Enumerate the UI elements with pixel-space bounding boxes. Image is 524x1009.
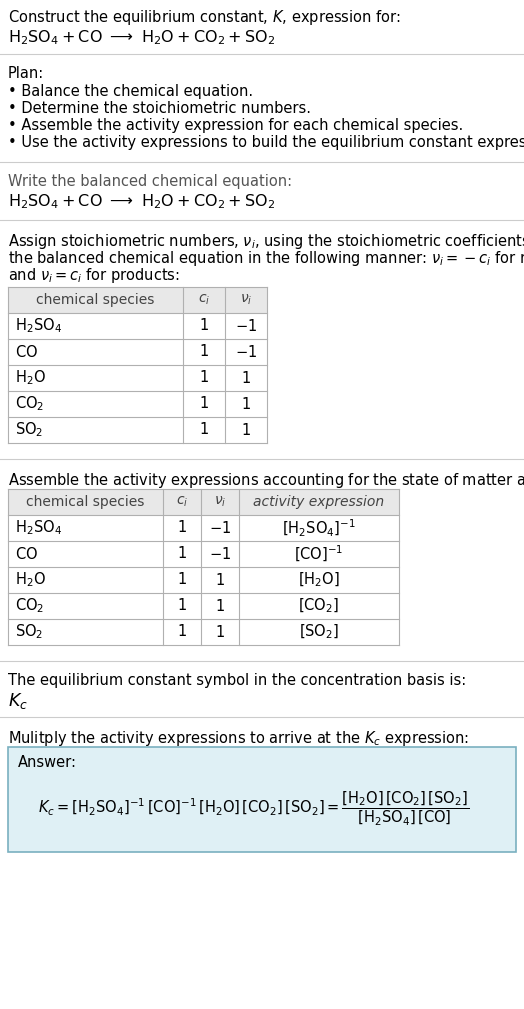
- Text: $-1$: $-1$: [209, 546, 231, 562]
- Text: 1: 1: [199, 319, 209, 334]
- Text: Assemble the activity expressions accounting for the state of matter and $\nu_i$: Assemble the activity expressions accoun…: [8, 471, 524, 490]
- Text: The equilibrium constant symbol in the concentration basis is:: The equilibrium constant symbol in the c…: [8, 673, 466, 688]
- Text: 1: 1: [178, 547, 187, 561]
- Text: $K_c$: $K_c$: [8, 691, 28, 711]
- Bar: [8, 567, 399, 593]
- Text: $1$: $1$: [215, 572, 225, 588]
- Text: $c_i$: $c_i$: [176, 494, 188, 510]
- Bar: [8, 593, 399, 619]
- Text: and $\nu_i = c_i$ for products:: and $\nu_i = c_i$ for products:: [8, 266, 180, 285]
- Text: $\mathrm{CO_2}$: $\mathrm{CO_2}$: [15, 596, 44, 615]
- Text: $1$: $1$: [215, 624, 225, 640]
- Text: $1$: $1$: [215, 598, 225, 614]
- Text: $\mathrm{CO_2}$: $\mathrm{CO_2}$: [15, 395, 44, 414]
- Text: $\mathrm{SO_2}$: $\mathrm{SO_2}$: [15, 421, 43, 439]
- Bar: [8, 417, 267, 443]
- Bar: [8, 619, 399, 645]
- Text: $1$: $1$: [241, 396, 251, 412]
- Text: activity expression: activity expression: [254, 495, 385, 509]
- Text: $\mathrm{H_2SO_4} + \mathrm{CO}\ \longrightarrow\ \mathrm{H_2O} + \mathrm{CO_2} : $\mathrm{H_2SO_4} + \mathrm{CO}\ \longri…: [8, 192, 275, 211]
- Text: • Balance the chemical equation.: • Balance the chemical equation.: [8, 84, 253, 99]
- Text: $[\mathrm{SO_2}]$: $[\mathrm{SO_2}]$: [299, 623, 339, 641]
- Text: $\mathrm{H_2O}$: $\mathrm{H_2O}$: [15, 368, 46, 387]
- Text: $1$: $1$: [241, 422, 251, 438]
- Bar: [8, 391, 267, 417]
- Text: $\mathrm{H_2SO_4} + \mathrm{CO}\ \longrightarrow\ \mathrm{H_2O} + \mathrm{CO_2} : $\mathrm{H_2SO_4} + \mathrm{CO}\ \longri…: [8, 28, 275, 46]
- Text: $\nu_i$: $\nu_i$: [240, 293, 252, 307]
- Text: • Determine the stoichiometric numbers.: • Determine the stoichiometric numbers.: [8, 101, 311, 116]
- Text: $\mathrm{H_2SO_4}$: $\mathrm{H_2SO_4}$: [15, 519, 62, 538]
- Text: 1: 1: [199, 344, 209, 359]
- Text: $[\mathrm{CO_2}]$: $[\mathrm{CO_2}]$: [299, 596, 340, 615]
- Text: $\mathrm{CO}$: $\mathrm{CO}$: [15, 344, 38, 360]
- Text: • Assemble the activity expression for each chemical species.: • Assemble the activity expression for e…: [8, 118, 463, 133]
- Text: the balanced chemical equation in the following manner: $\nu_i = -c_i$ for react: the balanced chemical equation in the fo…: [8, 249, 524, 268]
- Text: $[\mathrm{H_2O}]$: $[\mathrm{H_2O}]$: [298, 571, 340, 589]
- Text: $[\mathrm{H_2SO_4}]^{-1}$: $[\mathrm{H_2SO_4}]^{-1}$: [282, 518, 356, 539]
- Bar: [8, 287, 267, 313]
- Text: chemical species: chemical species: [36, 293, 155, 307]
- Text: $\mathrm{CO}$: $\mathrm{CO}$: [15, 546, 38, 562]
- Text: $-1$: $-1$: [235, 318, 257, 334]
- Text: Assign stoichiometric numbers, $\nu_i$, using the stoichiometric coefficients, $: Assign stoichiometric numbers, $\nu_i$, …: [8, 232, 524, 251]
- Text: $-1$: $-1$: [235, 344, 257, 360]
- Text: $\nu_i$: $\nu_i$: [214, 494, 226, 510]
- Text: $-1$: $-1$: [209, 520, 231, 536]
- Text: 1: 1: [178, 598, 187, 613]
- Text: 1: 1: [199, 423, 209, 438]
- Bar: [8, 365, 267, 391]
- Text: Construct the equilibrium constant, $K$, expression for:: Construct the equilibrium constant, $K$,…: [8, 8, 401, 27]
- Text: Write the balanced chemical equation:: Write the balanced chemical equation:: [8, 174, 292, 189]
- Text: $[\mathrm{CO}]^{-1}$: $[\mathrm{CO}]^{-1}$: [294, 544, 344, 564]
- Bar: [8, 339, 267, 365]
- Text: $K_c = [\mathrm{H_2SO_4}]^{-1}\,[\mathrm{CO}]^{-1}\,[\mathrm{H_2O}]\,[\mathrm{CO: $K_c = [\mathrm{H_2SO_4}]^{-1}\,[\mathrm…: [38, 789, 469, 827]
- Text: $c_i$: $c_i$: [198, 293, 210, 307]
- Text: $\mathrm{SO_2}$: $\mathrm{SO_2}$: [15, 623, 43, 642]
- Text: $\mathrm{H_2O}$: $\mathrm{H_2O}$: [15, 571, 46, 589]
- Bar: [8, 541, 399, 567]
- Text: • Use the activity expressions to build the equilibrium constant expression.: • Use the activity expressions to build …: [8, 135, 524, 150]
- Bar: [8, 489, 399, 515]
- Bar: [8, 313, 267, 339]
- Text: 1: 1: [178, 625, 187, 640]
- Text: 1: 1: [199, 397, 209, 412]
- Text: 1: 1: [199, 370, 209, 385]
- Text: $\mathrm{H_2SO_4}$: $\mathrm{H_2SO_4}$: [15, 317, 62, 335]
- Text: Plan:: Plan:: [8, 66, 44, 81]
- Bar: [8, 747, 516, 852]
- Text: 1: 1: [178, 572, 187, 587]
- Bar: [8, 515, 399, 541]
- Text: Mulitply the activity expressions to arrive at the $K_c$ expression:: Mulitply the activity expressions to arr…: [8, 728, 469, 748]
- Text: $1$: $1$: [241, 370, 251, 386]
- Text: Answer:: Answer:: [18, 755, 77, 770]
- Text: 1: 1: [178, 521, 187, 536]
- Text: chemical species: chemical species: [26, 495, 145, 509]
